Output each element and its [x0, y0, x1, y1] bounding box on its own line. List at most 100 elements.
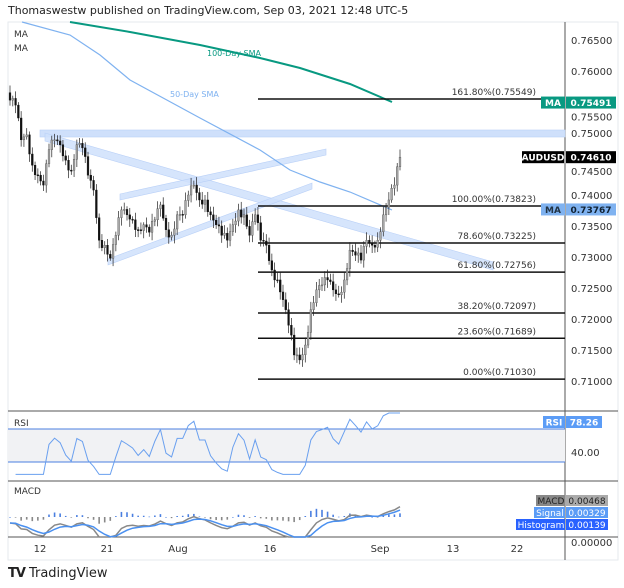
- ma-axis-value: 0.75491: [571, 99, 612, 109]
- candle-up: [242, 214, 246, 218]
- candle-up: [153, 219, 156, 222]
- fib-level-label: 0.00%(0.71030): [463, 368, 536, 378]
- time-tick-label: Sep: [371, 544, 390, 555]
- candle-up: [343, 279, 346, 293]
- candle-up: [228, 231, 232, 241]
- candle-down: [267, 245, 271, 261]
- macd-histogram-bar: [304, 516, 307, 517]
- candle-down: [31, 153, 34, 166]
- symbol-tag: AUDUSD: [522, 154, 565, 164]
- macd-histogram-bar: [287, 517, 290, 522]
- macd-histogram-bar: [131, 513, 134, 517]
- ma-axis-value: 0.73767: [571, 206, 612, 216]
- sma-100-annotation: 100-Day SMA: [207, 49, 261, 58]
- macd-histogram-bar: [31, 517, 34, 522]
- macd-histogram-bar: [98, 517, 100, 524]
- macd-histogram-bar: [371, 516, 373, 518]
- candle-down: [98, 217, 101, 241]
- rsi-band: [8, 429, 565, 462]
- macd-histogram-bar: [64, 515, 67, 517]
- macd-histogram-bar: [382, 515, 385, 517]
- candle-up: [323, 277, 326, 286]
- candle-down: [137, 229, 140, 231]
- macd-histogram-bar: [70, 517, 73, 518]
- rsi-tag-label-bg: [543, 416, 565, 428]
- candle-down: [279, 279, 282, 293]
- candle-down: [240, 209, 243, 218]
- macd-histogram-bar: [142, 515, 145, 517]
- candle-up: [318, 285, 321, 291]
- macd-row-label-bg: [534, 507, 565, 518]
- macd-histogram-bar: [126, 512, 128, 517]
- macd-row-value: 0.00329: [568, 509, 605, 519]
- candle-down: [326, 277, 329, 281]
- macd-histogram-bar: [248, 517, 251, 518]
- macd-histogram-bar: [337, 516, 340, 518]
- candle-down: [56, 139, 59, 142]
- macd-histogram-bar: [388, 514, 390, 517]
- candle-up: [22, 136, 26, 141]
- rsi-value: 78.26: [570, 419, 598, 429]
- macd-row-value: 0.00468: [568, 497, 605, 507]
- macd-histogram-bar: [20, 517, 22, 521]
- candle-down: [195, 184, 198, 193]
- ma-axis-value-bg: [566, 203, 616, 216]
- candle-down: [84, 147, 87, 157]
- macd-histogram-bar: [310, 510, 312, 517]
- macd-histogram-bar: [115, 516, 117, 517]
- fib-level-label: 78.60%(0.73225): [457, 232, 536, 242]
- candles: [8, 85, 402, 367]
- candle-down: [86, 156, 90, 176]
- candle-down: [226, 232, 229, 241]
- candle-down: [351, 249, 354, 252]
- candle-down: [276, 279, 279, 282]
- price-tick-label: 0.76000: [571, 67, 612, 78]
- macd-histogram-bar: [193, 513, 195, 517]
- macd-row-label-bg: [516, 519, 565, 530]
- candle-up: [11, 98, 14, 101]
- candle-down: [332, 281, 335, 291]
- candle-down: [106, 245, 109, 255]
- candle-down: [334, 289, 338, 295]
- price-tick-label: 0.73500: [571, 222, 612, 233]
- macd-row-label-bg: [536, 495, 565, 506]
- candle-up: [187, 194, 190, 201]
- macd-histogram-bar: [109, 517, 112, 521]
- ma-tag-label-bg: [541, 96, 565, 109]
- candle-up: [237, 209, 240, 222]
- macd-histogram-bar: [226, 517, 229, 520]
- macd-histogram-bar: [148, 516, 151, 518]
- macd-histogram-bar: [81, 515, 84, 517]
- candle-down: [293, 334, 296, 356]
- macd-histogram-bar: [354, 514, 357, 517]
- sma-50-annotation: 50-Day SMA: [170, 90, 219, 99]
- macd-histogram-bar: [315, 508, 318, 517]
- candle-down: [64, 155, 67, 161]
- macd-histogram-bar: [25, 517, 28, 520]
- time-tick-label: 16: [264, 544, 277, 555]
- macd-histogram-bar: [187, 514, 190, 517]
- sma-50-line: [21, 21, 393, 211]
- macd-histogram-bar: [42, 517, 45, 520]
- candle-up: [75, 144, 78, 160]
- candle-up: [398, 156, 402, 167]
- signal-line: [9, 509, 401, 538]
- candle-down: [220, 225, 223, 236]
- macd-histogram-bar: [243, 515, 245, 517]
- macd-histogram-bar: [37, 517, 39, 521]
- candle-down: [290, 325, 293, 336]
- rsi-tick: 40.00: [571, 448, 600, 459]
- candle-up: [390, 188, 393, 201]
- macd-histogram-bar: [237, 514, 240, 517]
- macd-histogram-bar: [159, 514, 162, 517]
- candle-down: [36, 174, 39, 177]
- ma-legend-1: MA: [14, 30, 29, 40]
- last-price-label-bg: [566, 151, 616, 164]
- macd-row-label: MACD: [538, 497, 565, 507]
- candle-up: [117, 217, 120, 236]
- candle-down: [209, 211, 212, 216]
- tradingview-logo[interactable]: TV TradingView: [8, 566, 107, 581]
- price-tick-label: 0.71500: [571, 346, 612, 357]
- candle-up: [304, 344, 307, 355]
